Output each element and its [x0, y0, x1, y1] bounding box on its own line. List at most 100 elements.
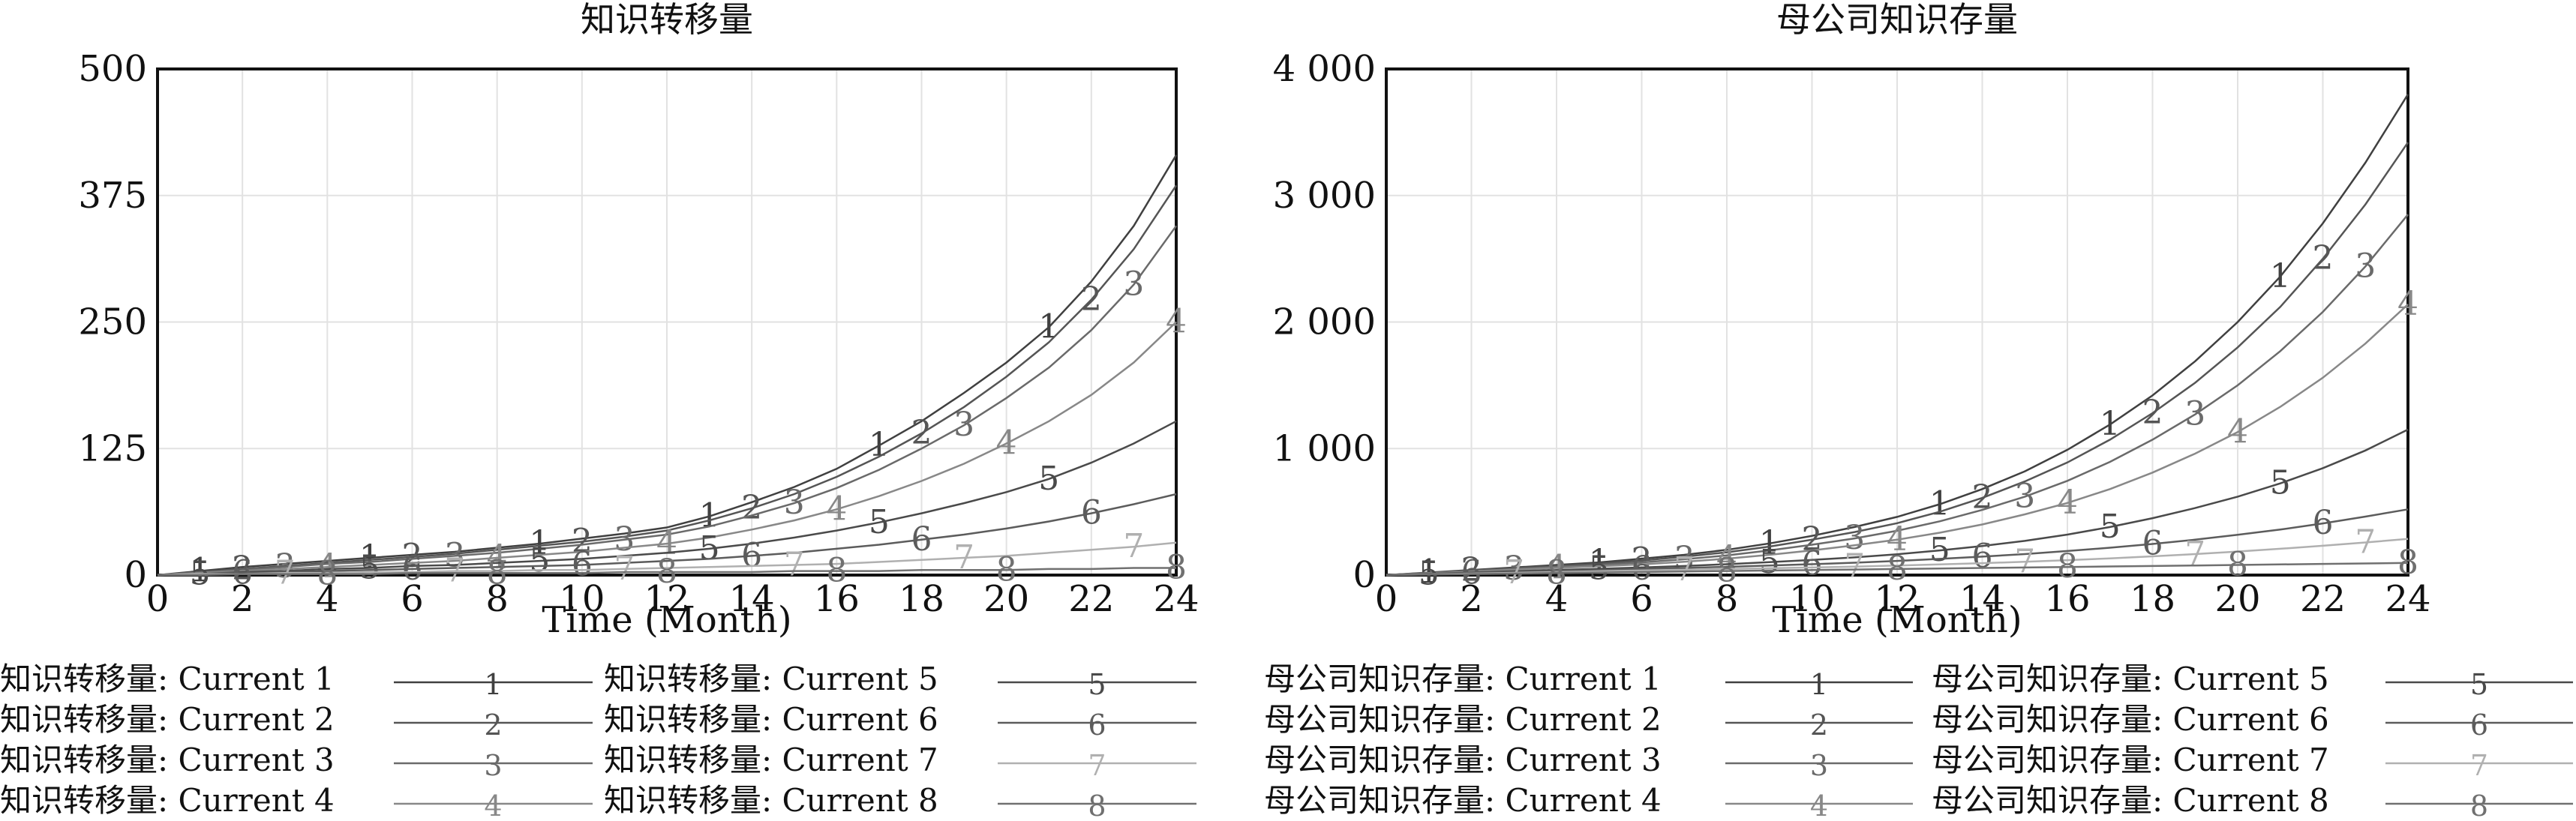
- series-marker-4: 4: [1166, 303, 1187, 341]
- series-marker-4: 4: [2227, 412, 2248, 451]
- series-marker-7: 7: [1844, 547, 1865, 586]
- series-marker-3: 3: [2014, 477, 2035, 515]
- series-marker-5: 5: [359, 549, 380, 587]
- series-marker-4: 4: [826, 490, 847, 528]
- x-tick-label: 12: [644, 578, 689, 620]
- x-tick-label: 10: [1789, 578, 1835, 620]
- x-tick-label: 16: [2044, 578, 2090, 620]
- x-tick-label: 20: [2214, 578, 2260, 620]
- x-tick-label: 18: [2130, 578, 2175, 620]
- series-marker-8: 8: [826, 552, 847, 590]
- series-marker-8: 8: [996, 550, 1017, 589]
- legend-label: 母公司知识存量: Current 4: [1264, 782, 1662, 818]
- x-tick-label: 24: [2385, 578, 2430, 620]
- series-marker-2: 2: [2142, 394, 2163, 432]
- series-marker-5: 5: [2100, 508, 2121, 546]
- series-marker-1: 1: [1589, 543, 1610, 581]
- legend-label: 母公司知识存量: Current 2: [1264, 701, 1662, 738]
- y-tick-label: 1 000: [1273, 427, 1376, 469]
- series-marker-7: 7: [275, 553, 296, 592]
- x-tick-label: 4: [1545, 578, 1569, 620]
- y-tick-label: 500: [78, 48, 147, 90]
- series-marker-7: 7: [2014, 542, 2035, 580]
- series-marker-8: 8: [1887, 550, 1908, 588]
- series-marker-7: 7: [1674, 550, 1695, 589]
- legend-label: 知识转移量: Current 7: [604, 742, 938, 778]
- series-marker-4: 4: [2057, 484, 2078, 522]
- series-marker-3: 3: [953, 406, 974, 444]
- x-tick-label: 16: [814, 578, 860, 620]
- series-marker-1: 1: [869, 426, 890, 464]
- x-tick-label: 14: [729, 578, 775, 620]
- legend-marker: 2: [484, 709, 502, 742]
- series-marker-4: 4: [1887, 520, 1908, 559]
- series-marker-8: 8: [656, 553, 677, 591]
- series-marker-7: 7: [614, 550, 635, 588]
- legend-label: 知识转移量: Current 8: [604, 782, 938, 818]
- series-line-3: [157, 225, 1178, 577]
- y-tick-label: 0: [124, 554, 147, 596]
- series-marker-6: 6: [1632, 550, 1653, 588]
- legend-label: 知识转移量: Current 6: [604, 701, 938, 738]
- series-line-2: [1386, 142, 2409, 577]
- legend-marker: 1: [484, 668, 502, 701]
- series-marker-6: 6: [1802, 544, 1823, 583]
- x-tick-label: 6: [1630, 578, 1653, 620]
- series-marker-5: 5: [1929, 531, 1950, 569]
- x-tick-label: 14: [1959, 578, 2005, 620]
- x-tick-label: 20: [983, 578, 1029, 620]
- series-line-3: [1386, 214, 2409, 577]
- y-tick-label: 2 000: [1273, 301, 1376, 343]
- plot-frame: [1385, 67, 2409, 577]
- chart-title: 知识转移量: [581, 0, 753, 40]
- series-line-8: [158, 567, 1176, 577]
- x-tick-label: 8: [1716, 578, 1739, 620]
- series-marker-5: 5: [2270, 464, 2291, 502]
- legend-label: 母公司知识存量: Current 1: [1264, 661, 1662, 697]
- series-marker-6: 6: [402, 550, 423, 588]
- series-marker-5: 5: [1589, 550, 1610, 588]
- series-marker-4: 4: [2397, 285, 2418, 323]
- legend-marker: 6: [2470, 709, 2488, 742]
- series-marker-6: 6: [1081, 494, 1102, 532]
- series-line-6: [157, 493, 1177, 577]
- series-marker-8: 8: [1546, 553, 1567, 592]
- legend-marker: 5: [1088, 668, 1106, 701]
- series-marker-3: 3: [1123, 265, 1144, 304]
- x-tick-label: 24: [1153, 578, 1199, 620]
- series-marker-6: 6: [1972, 537, 1993, 575]
- series-marker-4: 4: [1546, 549, 1567, 587]
- series-marker-8: 8: [487, 553, 508, 592]
- series-marker-6: 6: [572, 546, 593, 584]
- legend-label: 母公司知识存量: Current 5: [1932, 661, 2329, 697]
- x-tick-label: 12: [1874, 578, 1920, 620]
- legend-label: 知识转移量: Current 5: [604, 661, 938, 697]
- x-tick-label: 22: [2300, 578, 2346, 620]
- series-marker-8: 8: [1716, 552, 1737, 590]
- x-tick-label: 2: [1460, 578, 1483, 620]
- series-line-5: [157, 420, 1177, 577]
- series-marker-2: 2: [1972, 478, 1993, 517]
- series-marker-1: 1: [2100, 405, 2121, 443]
- legend-label: 母公司知识存量: Current 6: [1932, 701, 2329, 738]
- series-line-2: [157, 184, 1178, 577]
- series-marker-6: 6: [2313, 504, 2334, 542]
- legend-label: 知识转移量: Current 2: [0, 701, 335, 738]
- legend-label: 知识转移量: Current 3: [0, 742, 335, 778]
- series-marker-8: 8: [2057, 547, 2078, 586]
- x-tick-label: 4: [316, 578, 339, 620]
- legend-label: 母公司知识存量: Current 7: [1932, 742, 2329, 778]
- series-marker-3: 3: [2184, 395, 2205, 433]
- legend-marker: 6: [1088, 709, 1106, 742]
- legend-marker: 1: [1810, 668, 1828, 701]
- series-marker-8: 8: [1166, 549, 1187, 587]
- series-marker-2: 2: [1081, 280, 1102, 319]
- legend-marker: 5: [2470, 668, 2488, 701]
- series-line-7: [1386, 538, 2409, 577]
- legend-label: 知识转移量: Current 4: [0, 782, 335, 818]
- series-marker-3: 3: [2355, 247, 2376, 285]
- series-marker-1: 1: [1038, 307, 1059, 346]
- legend-marker: 4: [1810, 790, 1828, 818]
- y-tick-label: 375: [78, 175, 147, 217]
